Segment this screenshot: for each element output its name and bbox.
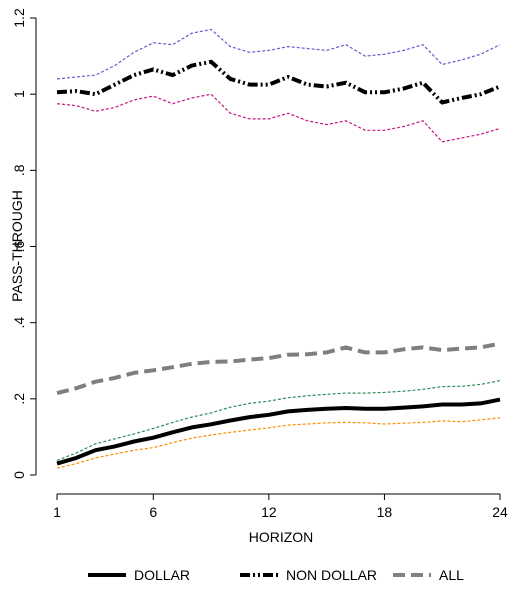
y-tick-label: 0 — [11, 471, 27, 479]
legend-label-non-dollar: NON DOLLAR — [286, 567, 377, 583]
non-dollar-series-line — [56, 59, 501, 105]
y-tick-label: 1 — [11, 90, 27, 98]
x-tick-label: 24 — [492, 504, 508, 520]
series-lines — [56, 59, 501, 466]
y-tick-label: .4 — [11, 317, 27, 329]
legend-label-dollar: DOLLAR — [134, 567, 190, 583]
axes: 0 .2 .4 .6 .8 1 1.2 1 6 12 18 24 — [11, 8, 508, 520]
x-tick-label: 1 — [53, 504, 61, 520]
dollar-upper-band-line — [56, 380, 501, 462]
x-tick-label: 12 — [261, 504, 277, 520]
all-series-line — [56, 341, 501, 396]
y-tick-label: .2 — [11, 393, 27, 405]
y-axis-label: PASS-THROUGH — [9, 190, 25, 302]
legend: DOLLAR NON DOLLAR ALL — [88, 567, 464, 583]
x-tick-label: 6 — [149, 504, 157, 520]
non-dollar-lower-band-line — [56, 93, 501, 143]
x-tick-label: 18 — [377, 504, 393, 520]
legend-label-all: ALL — [439, 567, 464, 583]
x-axis-label: HORIZON — [249, 529, 314, 545]
confidence-bands — [56, 28, 501, 469]
y-tick-label: .8 — [11, 164, 27, 176]
y-tick-label: 1.2 — [11, 8, 27, 28]
y-tick-label: .6 — [11, 240, 27, 252]
dollar-lower-band-line — [56, 417, 501, 469]
dollar-series-line — [56, 397, 501, 466]
non-dollar-upper-band-line — [56, 28, 501, 80]
